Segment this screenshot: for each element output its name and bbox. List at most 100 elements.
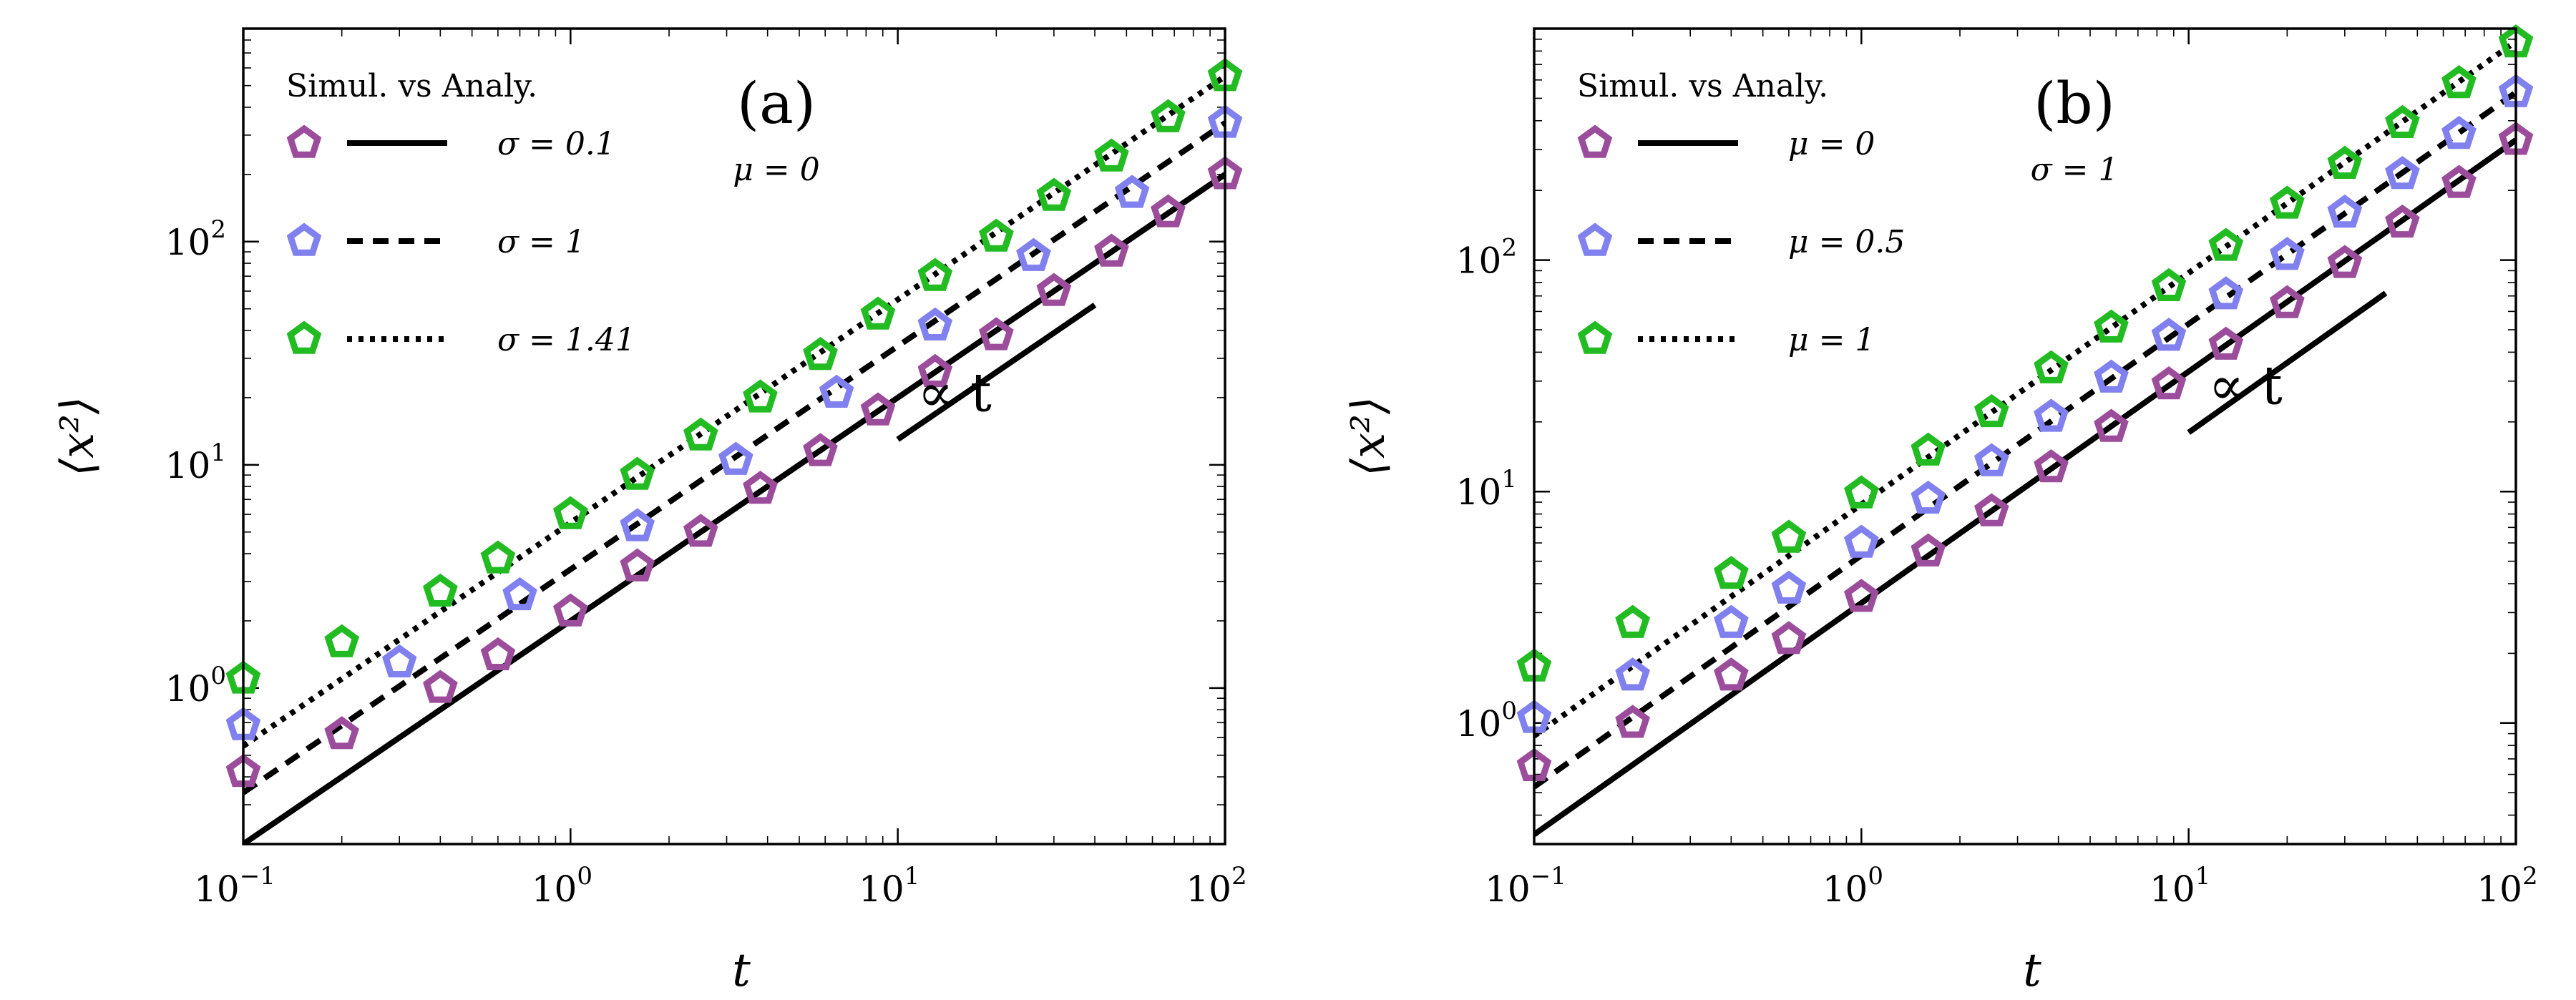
data-point [683,417,718,451]
panel-label: (b) [2034,70,2115,137]
data-point [2441,115,2477,149]
data-point [860,392,896,426]
legend-label: σ = 1.41 [497,322,635,358]
data-point [1151,99,1186,132]
data-point [1036,177,1072,211]
series-2-points [225,104,1243,740]
data-point [2094,408,2129,442]
data-point [480,540,516,574]
chart-panel-1: 10−1 100 101 102 100 101 102 t ⟨x²⟩ ∝ t (a) μ = 0 Si… [52,27,1247,997]
analytic-line-2 [243,120,1225,795]
data-point [502,577,537,611]
data-point [2034,449,2069,483]
data-point [2034,350,2069,383]
data-point [1911,480,1946,514]
data-point [2270,237,2305,270]
data-point [743,379,778,413]
data-point [1974,443,2009,476]
data-point [1844,579,1879,612]
analytic-line-1 [1534,137,2516,837]
x-tick-label: 102 [2477,862,2537,910]
data-point [2327,145,2363,179]
data-point [2270,285,2305,318]
data-point [620,456,655,490]
data-point [1016,237,1051,271]
panel-annotation: μ = 0 [733,152,819,188]
data-point [860,296,896,330]
series-1-points [1516,122,2534,781]
legend-marker [1577,222,1613,256]
data-point [324,716,359,750]
data-point [2327,245,2363,278]
data-point [1974,393,2009,428]
legend-label: μ = 0.5 [1788,224,1905,260]
y-axis-label: ⟨x²⟩ [52,396,104,476]
x-tick-label: 100 [532,862,592,910]
data-point [423,573,458,607]
legend-marker [286,124,322,158]
legend: Simul. vs Analy. σ = 0.1 σ = 1 σ = 1.41 [286,68,635,358]
analytic-lines [243,74,1225,844]
data-point [2441,165,2477,198]
data-point [1615,604,1650,638]
data-point [1615,657,1650,691]
slope-guide-label: ∝ t [2208,356,2283,417]
data-point [803,336,838,371]
data-point [2441,65,2477,99]
x-tick-label: 102 [1186,862,1246,910]
analytic-line-1 [243,172,1225,844]
legend-marker [286,222,322,256]
data-point [1771,519,1807,553]
y-axis-label: ⟨x²⟩ [1342,396,1395,476]
data-point [1714,556,1749,589]
data-point [683,514,718,547]
slope-guide-line [2187,290,2388,435]
data-point [2385,104,2420,138]
data-point [2151,268,2187,301]
data-point [2094,359,2129,393]
analytic-line-2 [1534,89,2516,790]
chart-panel-2: 10−1 100 101 102 100 101 102 t ⟨x²⟩ ∝ t (b) σ = 1 Si… [1342,24,2538,997]
slope-guide-line [896,303,1097,442]
data-point [1771,621,1807,655]
legend: Simul. vs Analy. μ = 0 μ = 0.5 μ = 1 [1577,68,1905,358]
x-tick-label: 100 [1823,862,1883,910]
data-point [917,307,953,340]
data-point [2385,204,2420,238]
data-point [1094,233,1129,267]
data-point [1094,138,1129,172]
data-point [1771,570,1807,604]
data-point [1714,604,1749,638]
data-point [423,670,458,703]
series-3-points [1516,24,2534,682]
legend-label: μ = 1 [1788,322,1875,358]
y-tick-label: 100 [1456,697,1517,745]
y-tick-label: 102 [165,215,226,263]
panel-annotation: σ = 1 [2031,152,2119,188]
legend-label: σ = 1 [497,224,585,260]
y-tick-label: 102 [1456,234,1517,282]
series-2-points [1516,74,2534,733]
data-point [480,637,516,670]
y-tick-label: 101 [1456,465,1517,513]
data-point [553,496,588,529]
axes-frame [1533,27,2517,845]
data-point [324,624,359,657]
legend-header: Simul. vs Analy. [286,68,537,104]
data-point [2094,309,2129,343]
x-tick-label: 101 [859,862,919,910]
data-point [1036,273,1072,306]
series-3-points [225,58,1243,694]
legend-label: μ = 0 [1788,126,1875,162]
legend-marker [1577,320,1613,354]
data-point [381,644,417,677]
slope-guide-label: ∝ t [917,362,992,423]
data-point [1844,524,1879,558]
data-point [2270,185,2305,219]
data-point [2385,155,2420,190]
axes-frame [242,27,1226,845]
y-tick-label: 101 [165,438,226,486]
legend-marker [1577,124,1613,158]
data-point [2208,326,2244,360]
legend-label: σ = 0.1 [497,126,615,162]
